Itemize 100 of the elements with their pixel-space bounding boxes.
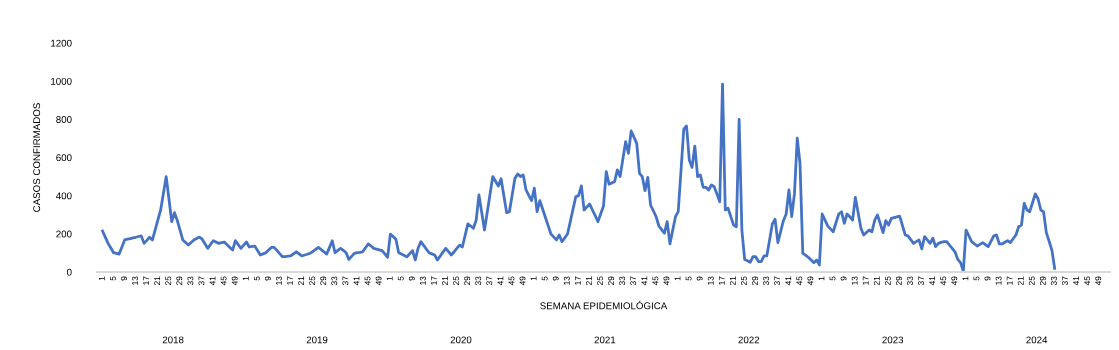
x-tick-label: 9: [408, 276, 415, 281]
x-tick-label: 17: [287, 276, 293, 285]
x-tick-label: 1: [386, 276, 393, 281]
x-tick-label: 45: [796, 276, 803, 286]
x-tick-label: 49: [375, 276, 382, 286]
x-tick-label: 49: [951, 276, 958, 286]
x-tick-label: 37: [198, 276, 205, 286]
x-tick-label: 29: [464, 276, 471, 286]
x-tick-label: 29: [320, 276, 327, 286]
y-tick-label: 600: [56, 154, 72, 162]
x-tick-label: 5: [685, 276, 692, 281]
x-tick-label: 29: [1039, 276, 1046, 286]
x-tick-label: 41: [929, 276, 936, 286]
x-tick-label: 5: [829, 276, 836, 281]
x-tick-label: 13: [563, 276, 570, 285]
x-tick-label: 5: [541, 276, 548, 281]
x-tick-label: 41: [209, 276, 216, 286]
x-tick-label: 1: [242, 276, 249, 281]
x-tick-label: 1: [530, 276, 537, 281]
x-tick-label: 13: [995, 276, 1002, 285]
x-tick-label: 49: [519, 276, 526, 286]
x-tick-label: 33: [763, 276, 770, 286]
x-tick-label: 33: [475, 276, 482, 286]
x-tick-label: 41: [785, 276, 792, 286]
x-tick-label: 49: [663, 276, 670, 286]
x-tick-label: 25: [740, 276, 747, 286]
x-tick-label: 25: [1028, 276, 1035, 286]
x-tick-label: 37: [486, 276, 493, 286]
line-series: [101, 82, 1057, 272]
x-tick-label: 25: [165, 276, 172, 286]
x-tick-label: 17: [1006, 276, 1013, 285]
text: 2018: [162, 336, 184, 344]
x-tick-label: 49: [1095, 276, 1102, 286]
x-tick-label: 25: [597, 276, 603, 286]
text: 2021: [594, 336, 616, 344]
text: 2024: [1026, 336, 1048, 344]
x-tick-label: 21: [442, 276, 448, 286]
x-tick-label: 21: [729, 276, 736, 286]
x-tick-label: 37: [918, 276, 925, 286]
x-tick-label: 41: [497, 276, 504, 286]
y-tick-label: 200: [56, 230, 72, 238]
x-tick-label: 29: [176, 276, 183, 286]
x-tick-label: 49: [807, 276, 814, 286]
x-tick-label: 37: [630, 276, 637, 286]
x-tick-label: 9: [696, 276, 703, 281]
x-tick-label: 5: [397, 276, 404, 281]
x-axis-title: SEMANA EPIDEMIOLÓGICA: [540, 300, 668, 310]
y-axis-title: CASOS CONFIRMADOS: [33, 103, 41, 212]
x-tick-label: 13: [132, 276, 138, 285]
x-tick-label: 5: [253, 276, 260, 281]
x-tick-label: 29: [752, 276, 758, 286]
x-tick-label: 1: [674, 276, 681, 281]
text: 2022: [738, 336, 760, 344]
x-tick-label: 9: [984, 276, 991, 281]
x-tick-label: 45: [508, 276, 515, 286]
x-tick-label: 29: [608, 276, 615, 286]
x-tick-label: 9: [840, 276, 847, 281]
x-tick-label: 9: [552, 276, 559, 281]
text: 2019: [306, 336, 328, 344]
x-tick-label: 13: [419, 276, 426, 285]
x-tick-label: 1: [98, 276, 105, 281]
x-tick-label: 45: [940, 276, 947, 286]
x-tick-label: 17: [718, 276, 725, 285]
x-tick-label: 17: [862, 276, 869, 285]
x-tick-label: 37: [774, 276, 781, 286]
y-tick-label: 1000: [51, 77, 72, 85]
x-tick-label: 13: [276, 276, 282, 285]
x-tick-label: 37: [1062, 276, 1068, 286]
y-tick-label: 800: [56, 116, 72, 123]
x-tick-label: 41: [1073, 276, 1079, 286]
x-tick-label: 9: [121, 276, 127, 281]
x-tick-label: 1: [818, 276, 825, 281]
x-tick-label: 17: [143, 276, 149, 285]
x-tick-label: 21: [586, 276, 592, 286]
x-tick-label: 37: [342, 276, 349, 286]
x-tick-label: 25: [309, 276, 316, 286]
x-tick-label: 5: [973, 276, 980, 281]
x-tick-label: 13: [851, 276, 858, 285]
text: 2023: [882, 336, 904, 344]
y-tick-label: 0: [66, 268, 72, 276]
x-tick-label: 45: [364, 276, 371, 286]
x-tick-label: 25: [453, 276, 460, 286]
y-tick-label: 400: [56, 192, 72, 200]
x-tick-label: 17: [575, 276, 581, 285]
x-tick-label: 45: [1084, 276, 1091, 286]
x-tick-label: 25: [884, 276, 891, 286]
x-tick-label: 29: [895, 276, 902, 286]
x-tick-label: 41: [353, 276, 360, 286]
x-tick-label: 49: [231, 276, 238, 286]
x-tick-label: 21: [154, 276, 161, 286]
x-tick-label: 21: [1017, 276, 1024, 286]
x-tick-label: 33: [1050, 276, 1057, 286]
x-tick-label: 17: [431, 276, 437, 285]
x-tick-label: 13: [707, 276, 714, 285]
x-tick-label: 33: [187, 276, 194, 286]
x-tick-label: 9: [264, 276, 271, 281]
text: 2020: [450, 336, 472, 344]
x-tick-label: 21: [873, 276, 880, 286]
y-tick-label: 1200: [51, 39, 72, 47]
x-tick-label: 45: [220, 276, 227, 286]
